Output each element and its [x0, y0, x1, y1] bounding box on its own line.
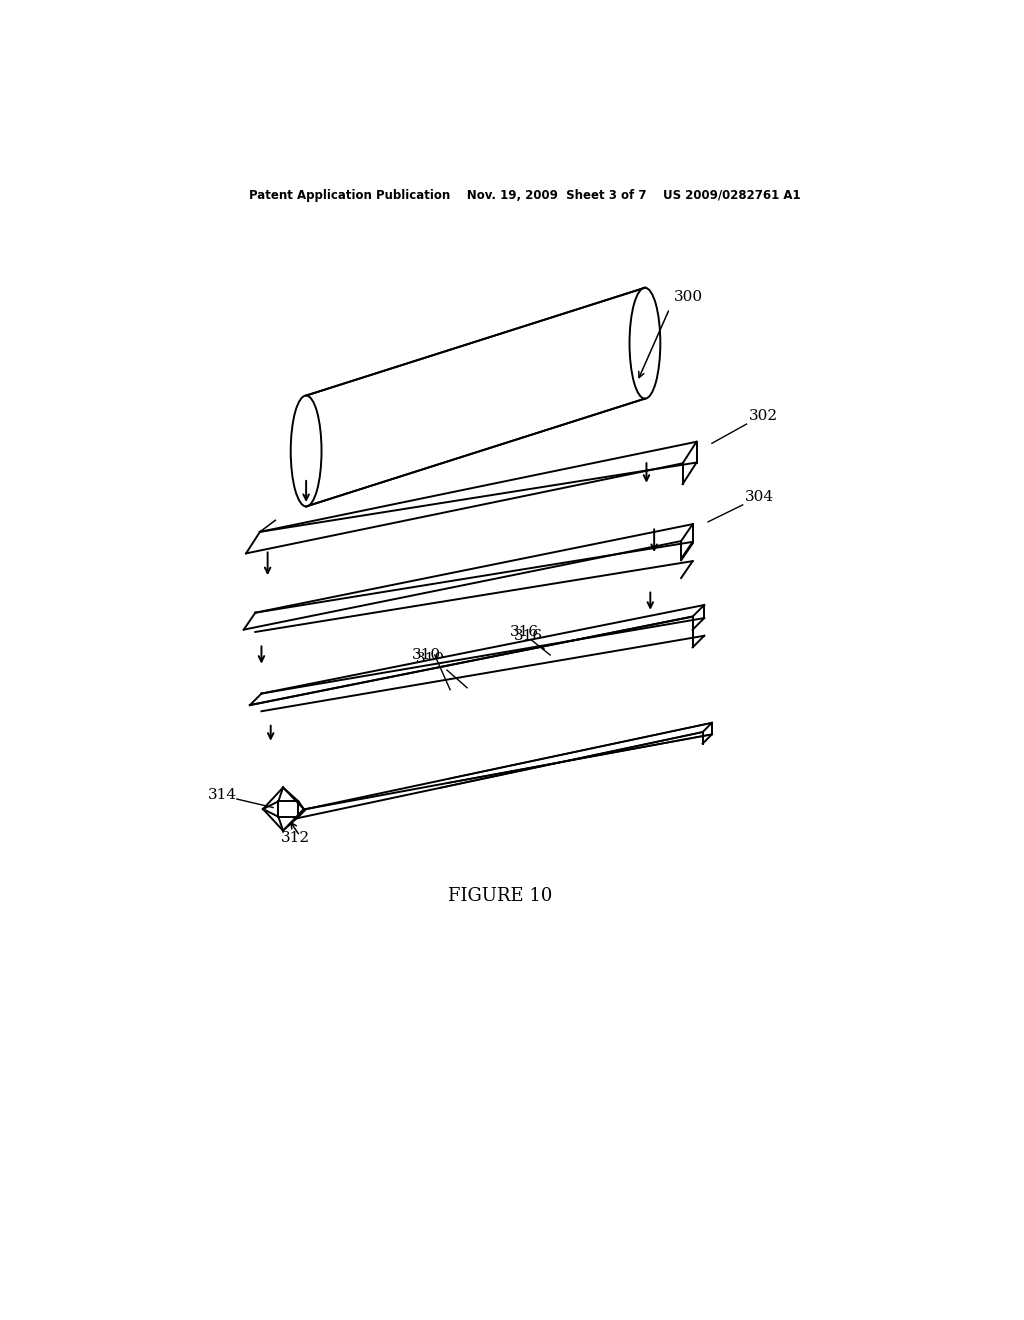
- Text: 302: 302: [749, 409, 778, 424]
- Text: 312: 312: [281, 832, 310, 845]
- Polygon shape: [250, 605, 705, 705]
- Text: FIGURE 10: FIGURE 10: [447, 887, 552, 906]
- Polygon shape: [306, 723, 712, 809]
- Polygon shape: [244, 524, 692, 630]
- Ellipse shape: [630, 288, 660, 399]
- Text: 314: 314: [208, 788, 237, 803]
- Polygon shape: [683, 442, 696, 484]
- Polygon shape: [261, 605, 705, 693]
- Polygon shape: [246, 442, 696, 553]
- Text: 310: 310: [412, 648, 440, 661]
- Text: 300: 300: [674, 290, 703, 304]
- Text: 304: 304: [745, 490, 774, 504]
- Text: Patent Application Publication    Nov. 19, 2009  Sheet 3 of 7    US 2009/0282761: Patent Application Publication Nov. 19, …: [249, 189, 801, 202]
- Polygon shape: [681, 524, 692, 558]
- Polygon shape: [702, 723, 712, 743]
- Polygon shape: [297, 723, 712, 818]
- Ellipse shape: [291, 396, 322, 507]
- Text: 316: 316: [509, 624, 539, 639]
- Polygon shape: [306, 288, 645, 507]
- Polygon shape: [255, 524, 692, 612]
- Text: 310: 310: [416, 652, 444, 665]
- Polygon shape: [692, 605, 705, 630]
- Polygon shape: [260, 442, 696, 532]
- Text: 316: 316: [514, 628, 543, 643]
